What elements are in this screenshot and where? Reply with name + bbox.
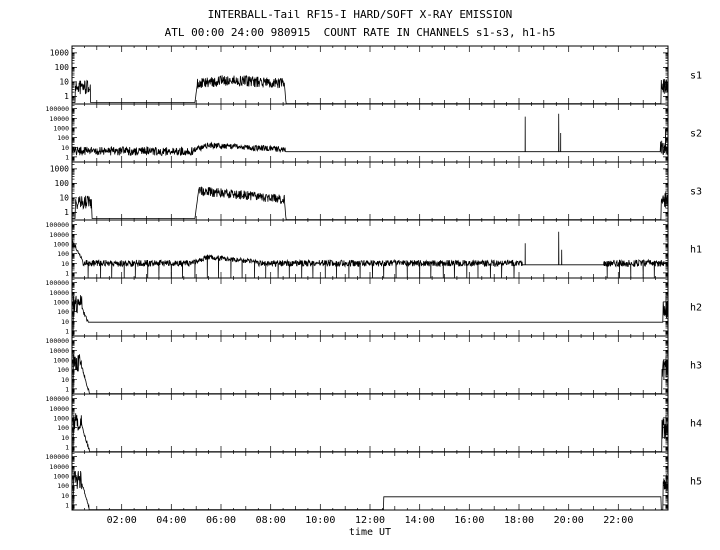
panel-h4-ytick-label: 1	[65, 443, 69, 451]
panel-s3-ticks	[72, 162, 668, 221]
panel-h3-ytick-label: 1000	[53, 356, 69, 364]
panel-h5-frame	[71, 451, 669, 511]
xtick-label-08:00: 08:00	[256, 515, 286, 526]
panel-h5-ytick-label: 10	[61, 492, 69, 500]
panel-s2-ytick-label: 100	[57, 134, 69, 142]
panel-s1-ytick-label: 100	[55, 63, 70, 72]
panel-s1-ytick-label: 10	[59, 77, 69, 86]
panel-h3-ytick-label: 10000	[49, 347, 69, 355]
panel-h2-ticks	[72, 278, 668, 337]
xtick-label-14:00: 14:00	[405, 515, 435, 526]
panel-s1-frame	[71, 45, 669, 105]
panel-h2-ytick-label: 10	[61, 318, 69, 326]
panel-h4-ticks	[72, 394, 668, 453]
panel-h3-ytick-label: 100	[57, 366, 69, 374]
panel-h4-ytick-label: 100000	[46, 395, 70, 403]
panel-h3-ytick-label: 10	[61, 376, 69, 384]
panel-s1: 1000 100 10 1 s1	[50, 45, 702, 105]
panel-h1-ytick-label: 1000	[53, 240, 69, 248]
panel-s2-channel-label: s2	[690, 129, 702, 140]
panel-s2-ytick-label: 10	[61, 144, 69, 152]
panel-h4-ytick-label: 10	[61, 434, 69, 442]
panel-h3-ytick-label: 1	[65, 385, 69, 393]
xtick-label-02:00: 02:00	[107, 515, 137, 526]
panel-h1-frame	[71, 219, 669, 279]
panel-h4-trace	[72, 413, 669, 453]
panel-h1-ytick-label: 10	[61, 260, 69, 268]
panel-s3-ytick-label: 1	[64, 208, 69, 217]
panel-s2-frame	[71, 103, 669, 163]
panel-h5-ytick-label: 1000	[53, 472, 69, 480]
panel-s2-ytick-label: 1	[65, 153, 69, 161]
xtick-label-22:00: 22:00	[603, 515, 633, 526]
panel-s3-channel-label: s3	[690, 187, 702, 198]
panel-s3-ytick-label: 10	[59, 193, 69, 202]
panel-h1-ytick-label: 1	[65, 269, 69, 277]
xtick-label-04:00: 04:00	[156, 515, 186, 526]
panel-h4-frame	[71, 393, 669, 453]
xtick-label-18:00: 18:00	[504, 515, 534, 526]
panel-h5-ytick-label: 10000	[49, 463, 69, 471]
panel-h2-ytick-label: 1000	[53, 298, 69, 306]
panel-h5-ytick-label: 100	[57, 482, 69, 490]
panel-h3-trace	[72, 354, 669, 395]
panel-h1-ticks	[72, 220, 668, 279]
panel-s3-ytick-label: 100	[55, 179, 70, 188]
panel-s2-ytick-label: 10000	[49, 115, 69, 123]
panel-h2-ytick-label: 10000	[49, 289, 69, 297]
plot-subtitle: ATL 00:00 24:00 980915 COUNT RATE IN CHA…	[164, 26, 556, 39]
panel-s2-ytick-label: 100000	[46, 105, 70, 113]
panel-h3-ticks	[72, 336, 668, 395]
panel-h3-frame	[71, 335, 669, 395]
xtick-label-12:00: 12:00	[355, 515, 385, 526]
xtick-label-16:00: 16:00	[454, 515, 484, 526]
panel-h1-channel-label: h1	[690, 245, 702, 256]
panel-s1-ytick-label: 1000	[50, 48, 69, 57]
panel-h2-trace	[72, 295, 669, 336]
panel-h4-channel-label: h4	[690, 419, 702, 430]
panel-h1-trace	[71, 231, 669, 278]
panel-s2-ytick-label: 1000	[53, 124, 69, 132]
panel-h2-channel-label: h2	[690, 303, 702, 314]
panel-h2-ytick-label: 100000	[46, 279, 70, 287]
xtick-label-06:00: 06:00	[206, 515, 236, 526]
panel-s2-trace	[71, 113, 669, 157]
panel-s1-ytick-label: 1	[64, 92, 69, 101]
panel-h2-ytick-label: 100	[57, 308, 69, 316]
panel-h5-trace	[72, 470, 669, 511]
panel-h4-ytick-label: 10000	[49, 405, 69, 413]
panel-h5-channel-label: h5	[690, 477, 702, 488]
panel-h3-channel-label: h3	[690, 361, 702, 372]
panel-h5-ytick-label: 1	[65, 501, 69, 509]
panel-h1-ytick-label: 10000	[49, 231, 69, 239]
panel-h3-ytick-label: 100000	[46, 337, 70, 345]
plot-title: INTERBALL-Tail RF15-I HARD/SOFT X-RAY EM…	[207, 8, 513, 21]
panel-s1-channel-label: s1	[690, 71, 702, 82]
panel-h2-ytick-label: 1	[65, 327, 69, 335]
x-axis-label: time UT	[348, 527, 392, 538]
panel-h1-ytick-label: 100000	[46, 221, 70, 229]
xtick-label-20:00: 20:00	[554, 515, 584, 526]
panel-s2-ticks	[72, 104, 668, 163]
xtick-label-10:00: 10:00	[305, 515, 335, 526]
panel-s3-ytick-label: 1000	[50, 164, 69, 173]
panel-s3-frame	[71, 161, 669, 221]
panel-h5-ytick-label: 100000	[46, 453, 70, 461]
panel-h5-ticks	[72, 452, 668, 511]
panel-h1-ytick-label: 100	[57, 250, 69, 258]
panel-s1-ticks	[72, 46, 668, 105]
panel-h4-ytick-label: 100	[57, 424, 69, 432]
panel-h2-frame	[71, 277, 669, 337]
panel-s3: 1000 100 10 1 s3	[50, 161, 702, 221]
panel-h4-ytick-label: 1000	[53, 414, 69, 422]
